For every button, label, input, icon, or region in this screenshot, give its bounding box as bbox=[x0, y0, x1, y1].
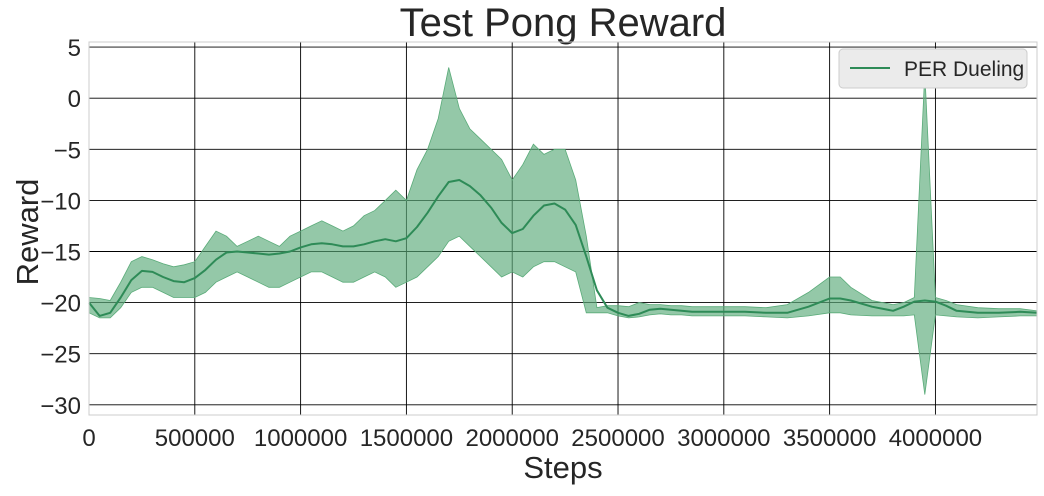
y-tick-label: 5 bbox=[68, 35, 81, 62]
y-axis-label: Reward bbox=[10, 179, 45, 286]
x-tick-label: 3500000 bbox=[783, 425, 876, 452]
y-tick-label: −30 bbox=[40, 393, 81, 420]
series-line-layer bbox=[88, 179, 1038, 317]
legend-label-per-dueling: PER Dueling bbox=[904, 58, 1024, 81]
y-tick-label: −5 bbox=[54, 137, 81, 164]
x-tick-label: 1000000 bbox=[254, 425, 347, 452]
y-tick-labels: 5 0 −5 −10 −15 −20 −25 −30 bbox=[40, 35, 81, 420]
plot-frame bbox=[88, 41, 1038, 416]
confidence-band-layer bbox=[88, 67, 1038, 395]
x-tick-label: 3000000 bbox=[677, 425, 770, 452]
x-tick-label: 1500000 bbox=[360, 425, 453, 452]
x-tick-label: 500000 bbox=[155, 425, 235, 452]
x-tick-labels: 0 500000 1000000 1500000 2000000 2500000 30000… bbox=[82, 425, 982, 452]
legend: PER Dueling bbox=[838, 48, 1028, 89]
y-tick-label: −20 bbox=[40, 291, 81, 318]
y-tick-label: −15 bbox=[40, 239, 81, 266]
confidence-band bbox=[88, 67, 1038, 395]
y-tick-label: −10 bbox=[40, 188, 81, 215]
x-tick-label: 2000000 bbox=[465, 425, 558, 452]
chart-title: Test Pong Reward bbox=[400, 1, 727, 45]
x-axis-label: Steps bbox=[523, 450, 602, 485]
x-tick-label: 4000000 bbox=[889, 425, 982, 452]
y-tick-label: 0 bbox=[68, 86, 81, 113]
x-tick-label: 0 bbox=[82, 425, 95, 452]
x-tick-label: 2500000 bbox=[571, 425, 664, 452]
y-tick-label: −25 bbox=[40, 342, 81, 369]
legend-box bbox=[838, 48, 1028, 89]
series-line-per-dueling bbox=[88, 179, 1038, 317]
